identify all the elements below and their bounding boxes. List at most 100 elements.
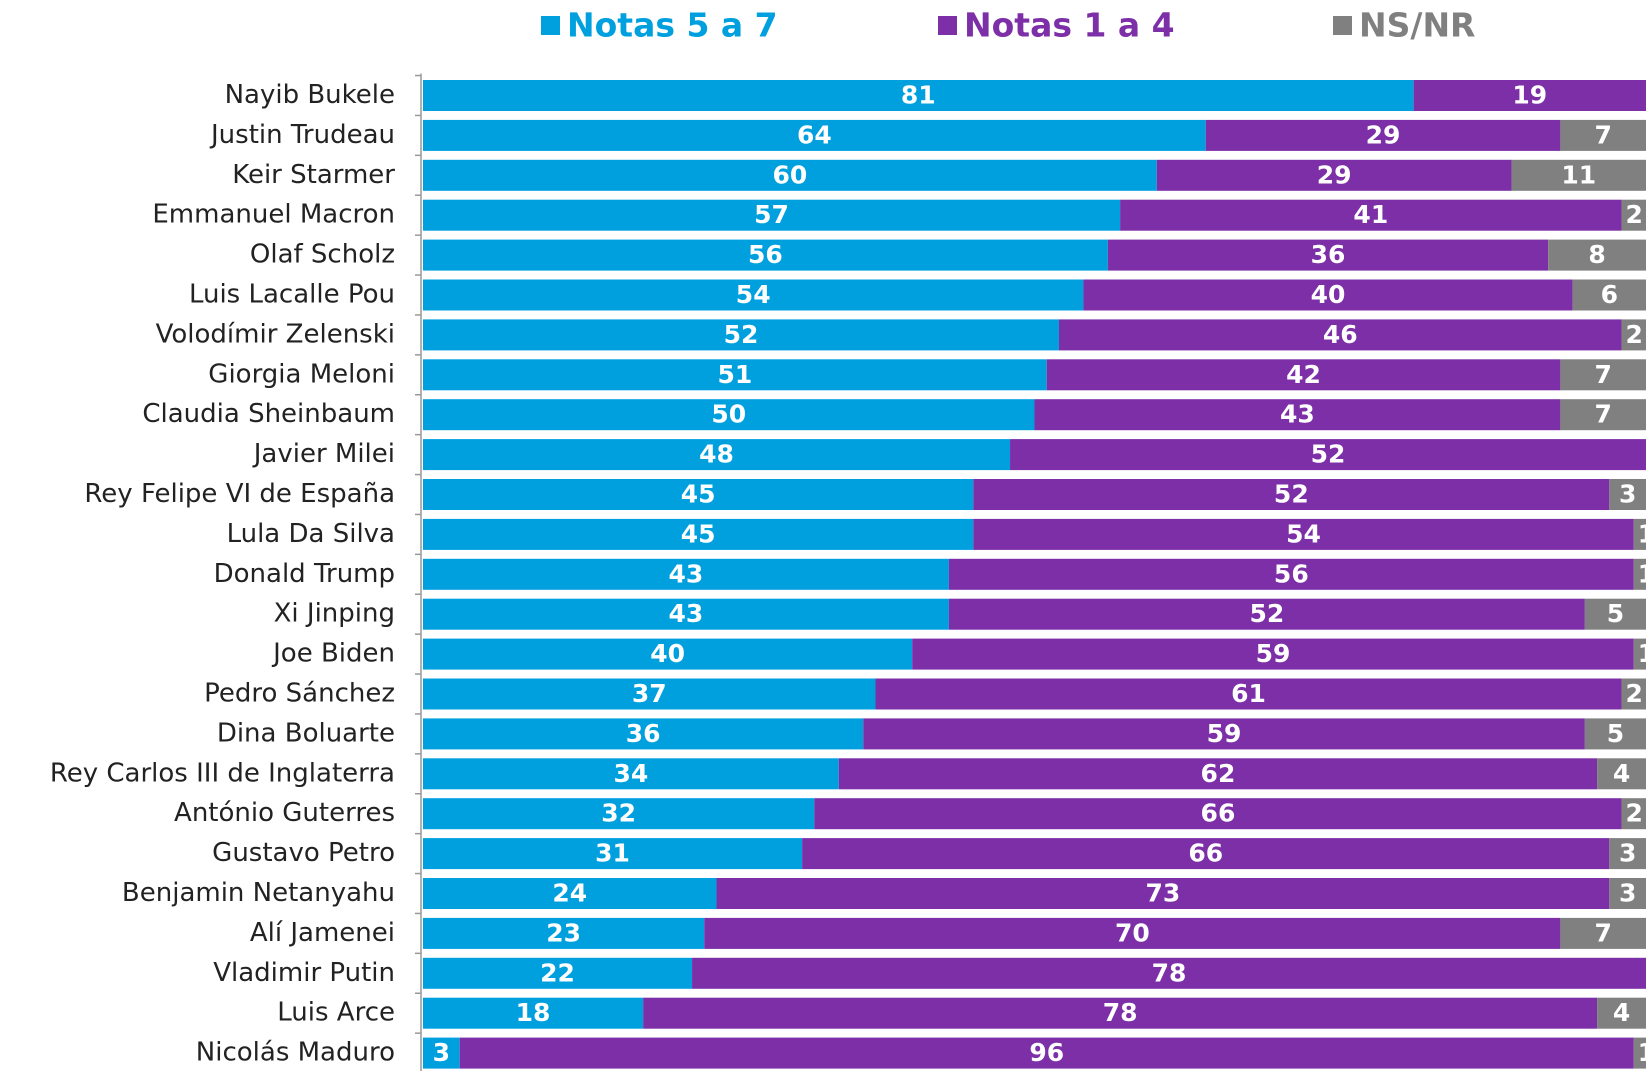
bar-segment [1511,159,1646,191]
bar-segment [423,119,1206,151]
legend-label: Notas 5 a 7 [567,6,778,45]
value-label: 61 [1231,679,1266,708]
bar-segment [423,1037,460,1069]
value-label: 4 [1613,759,1630,788]
value-label: 2 [1626,200,1643,229]
legend-label: Notas 1 a 4 [964,6,1175,45]
bar-segment [423,957,693,989]
value-label: 70 [1115,918,1150,947]
category-label: Pedro Sánchez [204,679,395,709]
bar-segment [1621,319,1646,351]
bar-segment [423,479,974,510]
value-label: 51 [717,360,752,389]
bar-segment [1560,917,1646,949]
value-label: 43 [669,559,704,588]
value-label: 52 [1274,480,1309,509]
value-label: 37 [632,679,667,708]
value-label: 46 [1323,320,1358,349]
value-label: 59 [1256,639,1291,668]
bar-segment [1560,119,1646,151]
value-label: 24 [552,879,587,908]
value-label: 64 [797,120,832,149]
value-label: 52 [1249,599,1284,628]
bar-segment [1597,758,1646,790]
bar-segment [423,239,1108,271]
category-label: Donald Trump [214,559,395,589]
value-label: 56 [748,240,783,269]
bar-segment [423,718,864,750]
bar-segment [423,997,644,1029]
bar-segment [1010,439,1646,471]
value-label: 5 [1607,719,1624,748]
bar-segment [1609,838,1646,870]
bar-segment [1046,359,1561,391]
value-label: 43 [1280,400,1315,429]
bar-segment [423,439,1011,471]
bar-segment [948,598,1585,630]
value-label: 73 [1146,879,1181,908]
value-label: 1 [1638,519,1647,548]
value-label: 52 [724,320,759,349]
legend-swatch [541,16,560,35]
value-label: 56 [1274,559,1309,588]
legend-label: NS/NR [1359,6,1475,45]
value-label: 11 [1561,160,1596,189]
bar-segment [423,558,949,590]
category-label: Xi Jinping [274,599,395,629]
category-label: António Guterres [174,798,395,828]
value-label: 1 [1638,1038,1647,1067]
value-label: 78 [1103,998,1138,1027]
bar-segment [423,758,839,790]
value-label: 36 [1311,240,1346,269]
value-label: 7 [1594,360,1611,389]
bar-segment [1058,319,1622,351]
value-label: 40 [650,639,685,668]
value-label: 57 [754,200,789,229]
bar-segment [973,479,1610,510]
category-label: Keir Starmer [232,160,395,190]
category-label: Joe Biden [271,639,395,669]
bar-segment [1633,1037,1646,1069]
bar-segment [423,399,1035,431]
category-label: Claudia Sheinbaum [142,399,395,429]
category-label: Luis Arce [277,998,395,1028]
bar-segment [423,80,1414,111]
bar-segment [1560,359,1646,391]
value-label: 66 [1188,839,1223,868]
bar-segment [423,878,717,909]
bar-segment [423,798,815,830]
bar-segment [1584,598,1646,630]
bar-segment [423,359,1047,391]
value-label: 34 [614,759,649,788]
category-label: Nicolás Maduro [196,1038,395,1068]
bar-segment [875,678,1622,710]
value-label: 4 [1613,998,1630,1027]
bar-segment [459,1037,1634,1069]
value-label: 29 [1317,160,1352,189]
bar-segment [1621,199,1646,231]
bar-segment [1584,718,1646,750]
bar-segment [1621,678,1646,710]
value-label: 5 [1607,599,1624,628]
bar-segment [423,518,974,550]
category-label: Benjamin Netanyahu [122,878,395,908]
value-label: 22 [540,958,575,987]
bar-segment [1633,558,1646,590]
value-label: 36 [626,719,661,748]
category-label: Gustavo Petro [212,838,395,868]
bar-segment [1205,119,1561,151]
bar-segment [948,558,1634,590]
category-label: Olaf Scholz [250,240,395,270]
value-label: 3 [1619,480,1636,509]
bar-segment [704,917,1561,949]
bar-segment [1156,159,1512,191]
bar-segment [423,678,876,710]
value-label: 29 [1366,120,1401,149]
bar-segment [1572,279,1646,311]
value-label: 6 [1601,280,1618,309]
bar-segment [423,159,1157,191]
value-label: 2 [1626,320,1643,349]
bar-segment [1034,399,1561,431]
value-label: 50 [711,400,746,429]
value-label: 23 [546,918,581,947]
